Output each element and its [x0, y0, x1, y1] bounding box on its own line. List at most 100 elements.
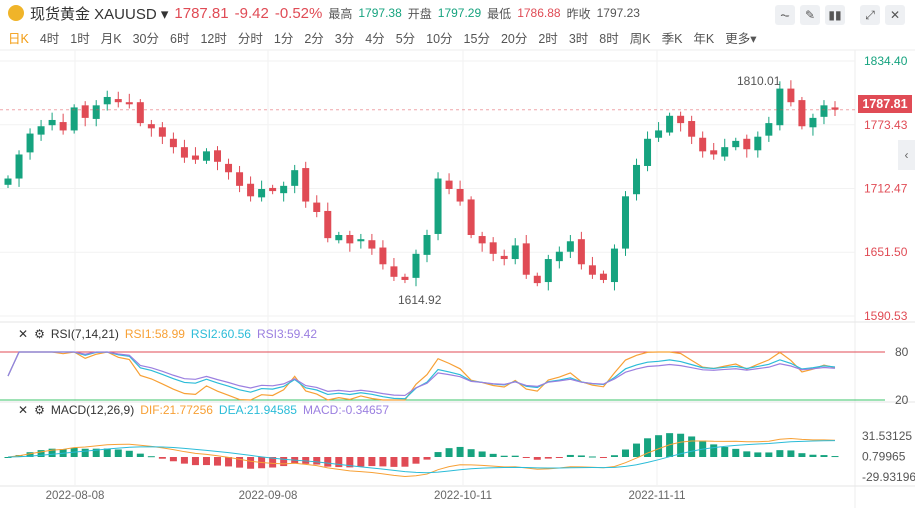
- candle-body: [423, 234, 431, 255]
- candle-body: [511, 245, 519, 260]
- candle-body: [489, 242, 497, 254]
- macd-bar: [445, 448, 453, 457]
- macd-value: MACD:-0.34657: [302, 403, 390, 417]
- symbol-selector[interactable]: 现货黄金 XAUUSD ▾: [30, 5, 169, 23]
- macd-bar: [147, 456, 155, 458]
- macd-settings-icon[interactable]: ⚙: [34, 403, 45, 417]
- macd-tick: 0.79965: [862, 449, 906, 463]
- close-icon[interactable]: ✕: [885, 5, 905, 25]
- dea-value: DEA:21.94585: [218, 403, 297, 417]
- tab-9[interactable]: 2分: [304, 32, 324, 46]
- candle-body: [555, 251, 563, 262]
- high-label: 最高: [328, 6, 353, 21]
- rsi-settings-icon[interactable]: ⚙: [34, 327, 45, 341]
- candle-body: [291, 170, 299, 186]
- candle-body: [158, 127, 166, 137]
- tab-17[interactable]: 3时: [568, 32, 589, 46]
- macd-bar: [522, 457, 530, 458]
- candle-body: [831, 107, 839, 110]
- candle-body: [280, 185, 288, 194]
- expand-icon[interactable]: ⤢: [860, 5, 880, 25]
- tab-15[interactable]: 20分: [500, 32, 528, 46]
- macd-bar: [423, 457, 431, 460]
- macd-bar: [324, 457, 332, 467]
- tab-3[interactable]: 月K: [100, 32, 122, 46]
- collapse-panel-icon[interactable]: ‹: [898, 140, 915, 170]
- macd-bar: [655, 435, 663, 457]
- dif-line: [7, 438, 836, 477]
- macd-bar: [721, 447, 729, 457]
- candle-body: [70, 107, 78, 131]
- max-price-label: 1810.01: [737, 74, 781, 88]
- macd-bar: [225, 457, 233, 467]
- remove-rsi-icon[interactable]: ✕: [18, 327, 29, 341]
- rsi3-line: [7, 351, 836, 397]
- candle-body: [103, 96, 111, 105]
- macd-bar: [280, 457, 288, 467]
- candle-body: [588, 265, 596, 275]
- tab-21[interactable]: 年K: [693, 32, 715, 46]
- rsi3-value: RSI3:59.42: [256, 327, 318, 341]
- macd-bar: [588, 456, 596, 458]
- candle-body: [236, 172, 244, 186]
- macd-bar: [743, 451, 751, 457]
- tab-0[interactable]: 日K: [8, 32, 29, 46]
- tab-8[interactable]: 1分: [273, 32, 294, 46]
- candle-body: [699, 137, 707, 152]
- candle-body: [59, 122, 67, 131]
- macd-bar: [346, 457, 354, 468]
- tab-11[interactable]: 4分: [365, 32, 385, 46]
- candle-body: [809, 117, 817, 128]
- candle-body: [522, 243, 530, 275]
- tab-18[interactable]: 8时: [599, 32, 619, 46]
- tab-12[interactable]: 5分: [395, 32, 416, 46]
- macd-bar: [26, 452, 34, 457]
- macd-bar: [357, 457, 365, 467]
- tab-2[interactable]: 1时: [70, 32, 90, 46]
- macd-bar: [136, 453, 144, 457]
- candle-body: [434, 178, 442, 234]
- macd-bar: [81, 448, 89, 457]
- tab-7[interactable]: 分时: [237, 32, 263, 46]
- tab-10[interactable]: 3分: [334, 32, 355, 46]
- tab-16[interactable]: 2时: [538, 32, 558, 46]
- remove-macd-icon[interactable]: ✕: [18, 403, 29, 417]
- macd-bar: [456, 446, 464, 457]
- candle-body: [26, 133, 34, 153]
- macd-bar: [202, 457, 210, 466]
- tab-20[interactable]: 季K: [661, 32, 683, 46]
- rsi-legend: ✕ ⚙ RSI(7,14,21) RSI1:58.99 RSI2:60.56 RS…: [18, 327, 317, 341]
- candle-body: [666, 115, 674, 133]
- macd-bar: [302, 457, 310, 464]
- candle-body: [754, 136, 762, 151]
- candle-body: [743, 138, 751, 150]
- candle-body: [269, 187, 277, 192]
- candle-body: [324, 210, 332, 239]
- tab-19[interactable]: 周K: [629, 32, 651, 46]
- tab-6[interactable]: 12时: [200, 32, 227, 46]
- candle-body: [677, 115, 685, 124]
- draw-icon[interactable]: ✎: [800, 5, 820, 25]
- macd-bar: [191, 457, 199, 466]
- candle-body: [48, 119, 56, 126]
- tab-4[interactable]: 30分: [132, 32, 159, 46]
- tab-5[interactable]: 6时: [170, 32, 190, 46]
- tab-14[interactable]: 15分: [463, 32, 490, 46]
- tab-13[interactable]: 10分: [426, 32, 453, 46]
- candle-body: [621, 196, 629, 249]
- price-tick: 1590.53: [864, 309, 908, 323]
- candle-body: [125, 102, 133, 105]
- indicator-icon[interactable]: ⏦: [775, 5, 795, 25]
- tab-1[interactable]: 4时: [39, 32, 60, 46]
- tab-22[interactable]: 更多▾: [725, 32, 757, 46]
- price-tick: 1773.43: [864, 118, 908, 132]
- candle-body: [169, 138, 177, 148]
- macd-bar: [566, 454, 574, 457]
- min-price-label: 1614.92: [398, 293, 442, 307]
- candle-body: [147, 124, 155, 129]
- candle-body: [478, 236, 486, 244]
- candle-body: [787, 88, 795, 103]
- price-change-pct: -0.52%: [274, 4, 323, 22]
- candle-type-icon[interactable]: ▮▮: [825, 5, 845, 25]
